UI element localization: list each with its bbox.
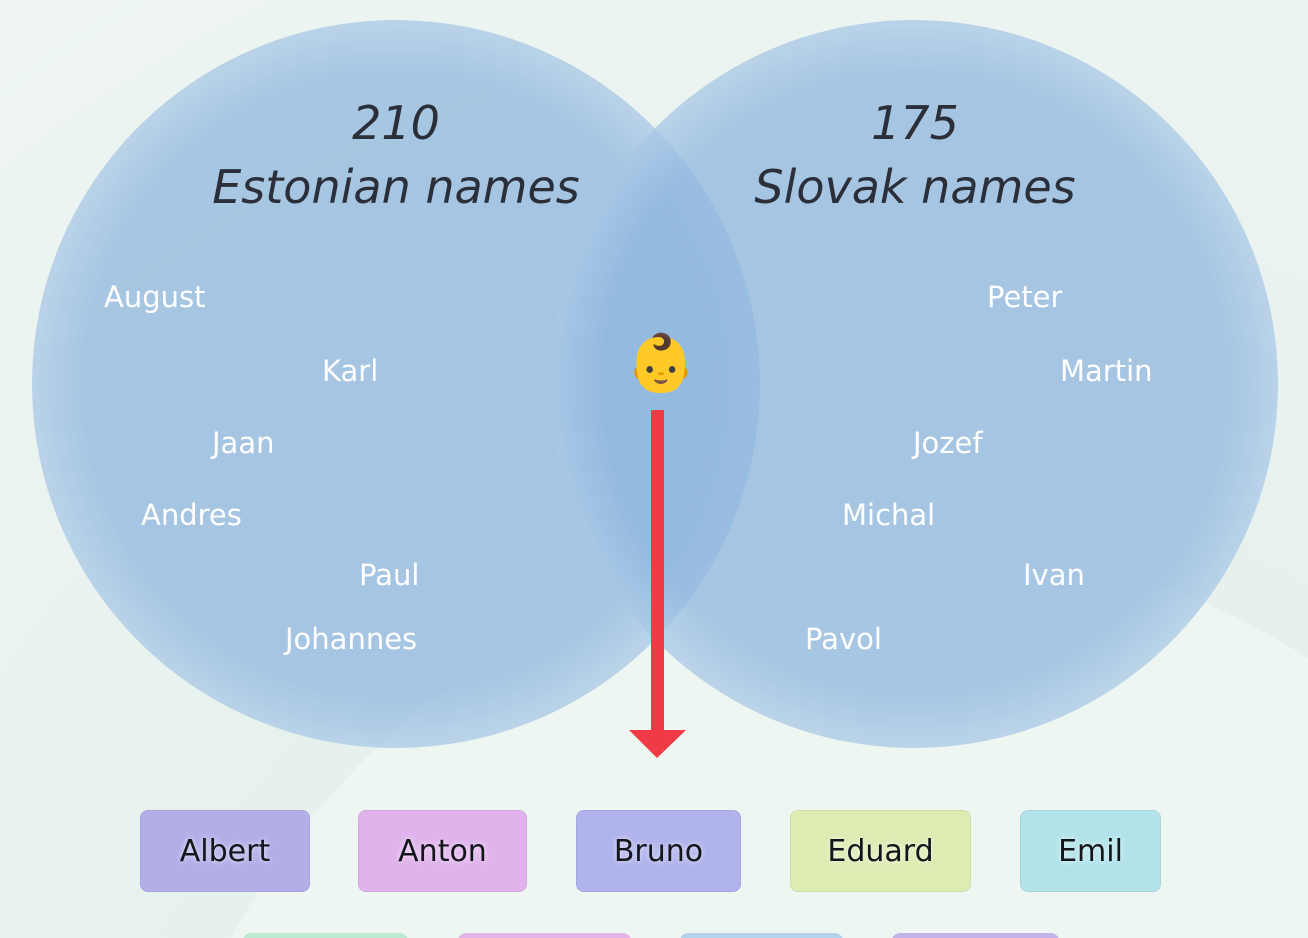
arrow-head [629,730,686,758]
option-stub [892,933,1059,938]
right-label: Slovak names [754,160,1076,214]
estonian-name: August [104,280,206,314]
baby-emoji: 👶 [626,331,696,396]
option-button[interactable]: Anton [358,810,527,892]
right-count: 175 [871,96,959,150]
option-button[interactable]: Emil [1020,810,1161,892]
slovak-name: Martin [1060,354,1153,388]
left-label: Estonian names [212,160,580,214]
left-count: 210 [352,96,440,150]
slovak-name: Pavol [805,622,882,656]
option-stub [243,933,408,938]
option-button[interactable]: Bruno [576,810,741,892]
slovak-name: Peter [987,280,1063,314]
slovak-name: Michal [842,498,936,532]
option-button[interactable]: Eduard [790,810,971,892]
left-circle [32,20,760,748]
option-stub [458,933,631,938]
option-button[interactable]: Albert [140,810,310,892]
estonian-name: Karl [322,354,379,388]
slovak-name: Ivan [1023,558,1085,592]
estonian-name: Andres [141,498,242,532]
slovak-name: Jozef [913,426,983,460]
arrow-shaft [651,410,664,732]
estonian-name: Johannes [285,622,418,656]
option-stub [680,933,843,938]
estonian-name: Paul [359,558,420,592]
right-circle [550,20,1278,748]
estonian-name: Jaan [212,426,275,460]
